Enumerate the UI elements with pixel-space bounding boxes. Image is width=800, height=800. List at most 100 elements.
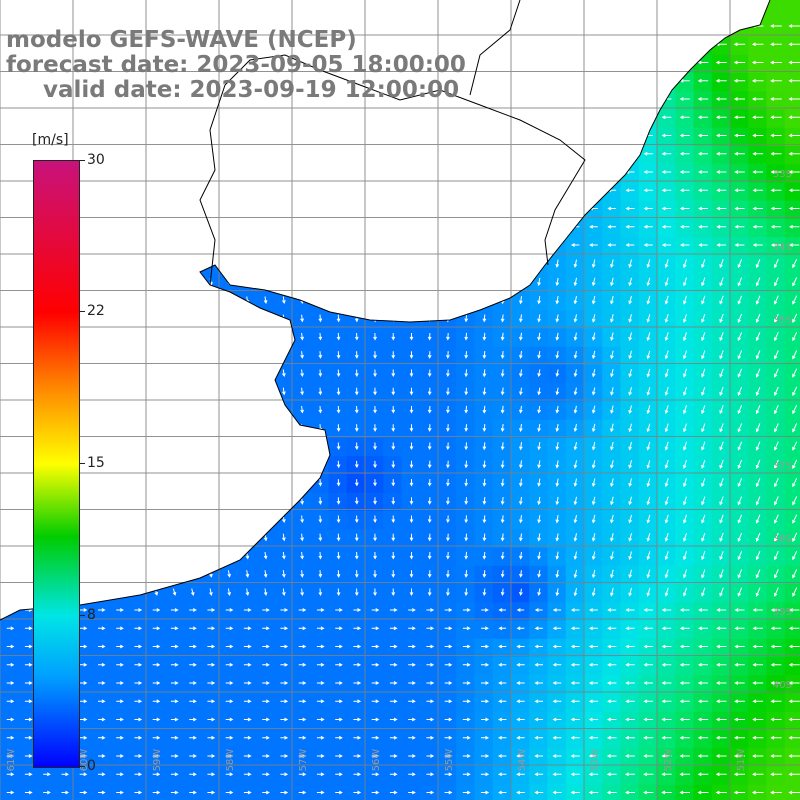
wind-arrow <box>734 170 745 174</box>
wind-arrow <box>752 151 764 156</box>
speed-cell <box>693 748 713 768</box>
wind-arrow <box>354 497 359 505</box>
wind-arrow <box>498 735 507 740</box>
wind-arrow <box>570 662 580 667</box>
speed-cell <box>602 657 622 676</box>
wind-arrow <box>79 699 88 704</box>
speed-cell <box>748 638 768 658</box>
speed-cell <box>784 36 800 56</box>
lon-label: 53W <box>590 749 601 772</box>
wind-arrow <box>682 332 687 342</box>
wind-arrow <box>534 754 544 758</box>
speed-cell <box>419 693 439 713</box>
wind-arrow <box>134 754 143 758</box>
speed-cell <box>638 200 658 220</box>
wind-arrow <box>591 387 596 396</box>
wind-arrow <box>316 790 325 795</box>
speed-cell <box>292 638 311 658</box>
wind-arrow <box>664 587 669 597</box>
speed-cell <box>511 602 530 622</box>
wind-arrow <box>698 243 708 247</box>
wind-arrow <box>770 717 782 722</box>
wind-arrow <box>751 790 764 795</box>
wind-arrow <box>607 681 617 685</box>
speed-cell <box>511 730 530 749</box>
wind-arrow <box>719 259 724 269</box>
speed-cell <box>693 164 713 184</box>
wind-arrow <box>788 681 800 685</box>
wind-arrow <box>679 699 690 704</box>
wind-arrow <box>534 662 543 667</box>
wind-arrow <box>573 587 578 597</box>
wind-arrow <box>116 626 124 631</box>
wind-arrow <box>788 754 800 758</box>
wind-arrow <box>280 772 289 777</box>
speed-cell <box>383 748 403 768</box>
wind-arrow <box>643 608 653 612</box>
wind-arrow <box>318 497 323 505</box>
wind-arrow <box>646 368 651 378</box>
speed-cell <box>310 730 330 749</box>
speed-cell <box>730 748 749 768</box>
wind-arrow <box>591 441 596 451</box>
speed-cell <box>711 164 731 184</box>
speed-cell <box>419 657 439 676</box>
wind-arrow <box>555 423 560 433</box>
wind-arrow <box>555 496 560 506</box>
speed-cell <box>401 602 421 622</box>
wind-arrow <box>464 515 469 524</box>
wind-arrow <box>481 735 490 740</box>
wind-arrow <box>698 188 708 193</box>
wind-arrow <box>715 717 727 722</box>
speed-cell <box>91 711 111 731</box>
wind-arrow <box>573 351 578 359</box>
speed-cell <box>182 730 202 749</box>
wind-arrow <box>6 681 15 685</box>
speed-cell <box>730 693 749 713</box>
wind-arrow <box>752 224 763 229</box>
wind-arrow <box>752 243 763 247</box>
speed-cell <box>456 675 476 695</box>
speed-cell <box>711 766 731 786</box>
wind-arrow <box>788 60 800 65</box>
speed-cell <box>54 730 74 749</box>
wind-arrow <box>316 681 325 685</box>
wind-arrow <box>737 587 743 597</box>
wind-arrow <box>391 387 396 396</box>
speed-cell <box>748 182 768 202</box>
wind-arrow <box>152 754 161 758</box>
wind-arrow <box>555 478 560 487</box>
wind-arrow <box>792 550 798 561</box>
wind-arrow <box>755 332 761 342</box>
speed-cell <box>292 657 311 676</box>
wind-arrow <box>628 259 632 268</box>
speed-cell <box>784 711 800 731</box>
wind-arrow <box>462 699 471 704</box>
speed-cell <box>273 730 293 749</box>
wind-arrow <box>555 277 560 287</box>
speed-cell <box>438 675 457 695</box>
wind-arrow <box>298 754 307 758</box>
wind-arrow <box>701 459 706 469</box>
wind-arrow <box>792 496 798 506</box>
wind-arrow <box>391 588 396 597</box>
wind-arrow <box>207 735 216 740</box>
wind-arrow <box>628 423 632 433</box>
wind-arrow <box>519 369 523 378</box>
speed-cell <box>730 711 749 731</box>
wind-arrow <box>318 387 323 396</box>
wind-arrow <box>737 423 743 433</box>
speed-cell <box>310 693 330 713</box>
speed-cell <box>109 620 129 640</box>
wind-arrow <box>444 772 453 777</box>
wind-arrow <box>444 790 453 795</box>
wind-arrow <box>701 532 706 542</box>
wind-arrow <box>262 662 270 667</box>
wind-arrow <box>770 608 782 612</box>
wind-arrow <box>6 699 15 704</box>
wind-arrow <box>318 588 323 597</box>
speed-cell <box>474 638 494 658</box>
wind-arrow <box>752 644 763 649</box>
wind-arrow <box>353 626 362 631</box>
wind-arrow <box>373 369 377 378</box>
